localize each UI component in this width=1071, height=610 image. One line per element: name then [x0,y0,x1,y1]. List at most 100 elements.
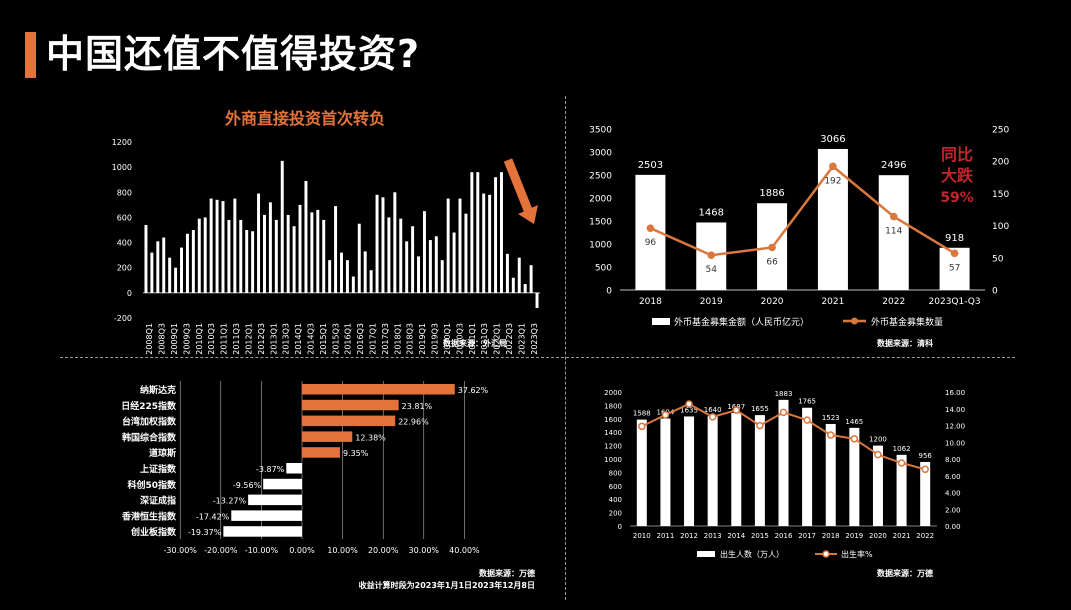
births-rate-point [921,465,929,474]
births-bar [896,454,907,526]
births-y-left-tick: 800 [609,469,622,477]
births-x-tick: 2020 [869,532,887,540]
fdi-x-tick: 2017Q3 [381,323,390,355]
births-y-left-tick: 200 [609,510,622,518]
fdi-bar [274,219,278,293]
fdi-x-tick: 2019Q3 [431,323,440,355]
fdi-bar [381,197,385,293]
index-value-label: -9.56% [233,481,262,490]
births-x-tick: 2010 [633,532,651,540]
fdi-x-tick: 2016Q1 [344,323,353,355]
fund-count-label: 54 [706,265,718,275]
fund-count-point [707,251,716,260]
index-category-label: 香港恒生指数 [121,510,177,522]
births-y-right-tick: 16.00 [945,389,965,397]
births-y-left-tick: 1600 [604,416,622,424]
fdi-x-tick: 2009Q1 [170,323,179,355]
births-y-right-tick: 8.00 [945,456,961,464]
births-x-tick: 2015 [751,532,769,540]
births-rate-point [826,431,835,439]
index-x-tick: 40.00% [449,546,480,555]
births-bar-label: 1200 [869,436,887,444]
index-value-label: -13.27% [213,497,247,506]
fdi-bar [405,241,409,293]
fdi-bar [494,177,498,293]
fdi-x-tick: 2009Q3 [182,323,191,355]
fund-x-tick: 2021 [821,297,844,307]
births-y-left-tick: 0 [618,523,622,531]
births-rate-point [850,435,859,443]
index-value-label: -3.87% [256,465,285,474]
fdi-x-tick: 2013Q3 [282,323,291,355]
fdi-bar [363,251,367,293]
index-value-label: -17.42% [196,512,230,521]
births-bar-label: 1883 [775,390,793,398]
index-x-tick: -20.00% [204,546,238,555]
fdi-x-tick: 2016Q3 [356,323,365,355]
births-legend-bar-label: 出生人数（万人） [720,549,784,559]
births-y-left-tick: 2000 [604,389,622,397]
fdi-bar [168,257,172,293]
index-source: 数据来源：万德 [479,568,535,578]
fdi-bar [523,284,527,293]
fdi-y-tick: -200 [114,314,132,323]
index-category-label: 上证指数 [140,463,177,475]
fdi-x-tick: 2011Q1 [220,323,229,355]
index-value-label: 9.35% [343,449,369,458]
fdi-bar [191,230,195,293]
fund-bar-label: 1886 [759,188,784,199]
fdi-x-tick: 2020Q3 [455,323,464,355]
births-rate-point [661,411,670,419]
fdi-bar [428,240,432,293]
fdi-y-tick: 800 [117,188,132,197]
fdi-bar [393,192,397,293]
fund-y-left-tick: 2500 [589,172,612,182]
fdi-x-tick: 2008Q3 [158,323,167,355]
fdi-bar [399,218,403,293]
fdi-bar [482,193,486,293]
fdi-y-tick: 1200 [112,138,132,147]
fund-y-right-tick: 200 [992,158,1009,168]
fdi-x-tick: 2011Q3 [232,323,241,355]
fdi-x-tick: 2023Q3 [530,323,539,355]
births-y-right-tick: 14.00 [945,406,965,414]
fdi-bar [310,212,314,293]
fdi-bar [174,267,178,293]
fdi-x-tick: 2022Q3 [505,323,514,355]
births-legend-bar-swatch [697,551,715,557]
births-bar-label: 1523 [822,414,840,422]
births-bar-label: 956 [919,452,933,460]
fund-annotation-line-3: 59% [940,190,974,206]
index-value-label: -19.37% [188,528,222,537]
fdi-x-tick: 2017Q1 [369,323,378,355]
births-x-tick: 2013 [704,532,722,540]
fdi-bar [334,206,338,293]
fdi-y-tick: 1000 [112,163,132,172]
fdi-bar [162,237,166,293]
births-bar [872,445,883,526]
fdi-bar [535,292,539,308]
births-bar-label: 1640 [704,406,722,414]
fdi-bar [233,198,237,293]
fund-count-point [768,243,776,252]
fund-bar [817,148,848,290]
births-y-right-tick: 0.00 [945,523,961,531]
births-x-tick: 2021 [893,532,911,540]
index-bar [231,510,302,521]
fdi-bar [185,233,189,293]
fdi-bar [197,218,201,293]
index-x-tick: 10.00% [327,546,358,555]
fdi-x-tick: 2015Q1 [319,323,328,355]
fdi-bar [328,260,332,293]
index-bar [263,478,302,490]
fund-y-left-tick: 1000 [589,241,612,251]
births-legend-line-marker [822,550,830,558]
fdi-x-tick: 2012Q3 [257,323,266,355]
fund-y-right-tick: 250 [992,126,1009,136]
index-value-label: 22.96% [398,418,429,427]
fund-count-label: 96 [645,238,657,248]
births-x-tick: 2012 [680,532,698,540]
fdi-bar [369,270,373,293]
index-bar [302,384,455,395]
